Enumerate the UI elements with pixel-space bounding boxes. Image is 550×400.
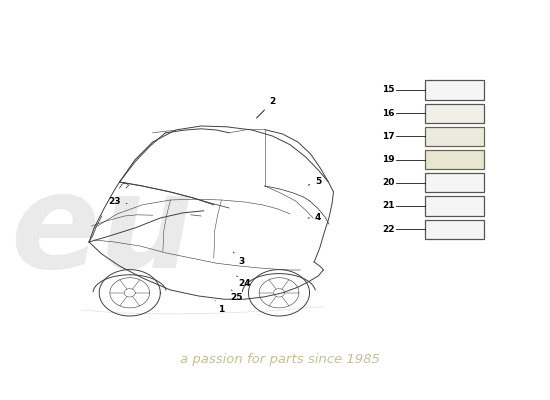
Text: 3: 3 — [233, 252, 245, 266]
Text: 20: 20 — [382, 178, 395, 187]
Text: 5: 5 — [308, 178, 321, 186]
Text: 1: 1 — [215, 300, 224, 314]
Text: 24: 24 — [236, 276, 251, 288]
Text: 15: 15 — [382, 86, 395, 94]
Text: 17: 17 — [382, 132, 395, 141]
Text: 2: 2 — [256, 98, 276, 118]
Bar — [425, 104, 484, 123]
Bar — [425, 173, 484, 192]
Text: 16: 16 — [382, 109, 395, 118]
Text: 23: 23 — [108, 198, 127, 206]
Bar — [425, 220, 484, 239]
Text: 19: 19 — [382, 155, 395, 164]
Bar — [425, 196, 484, 216]
Text: eu: eu — [10, 168, 194, 296]
Text: 25: 25 — [230, 290, 243, 302]
Text: 22: 22 — [382, 225, 395, 234]
Bar — [425, 80, 484, 100]
Text: 4: 4 — [308, 214, 321, 222]
Text: 21: 21 — [382, 202, 395, 210]
Bar — [425, 150, 484, 169]
Bar — [425, 127, 484, 146]
Text: a passion for parts since 1985: a passion for parts since 1985 — [180, 354, 380, 366]
